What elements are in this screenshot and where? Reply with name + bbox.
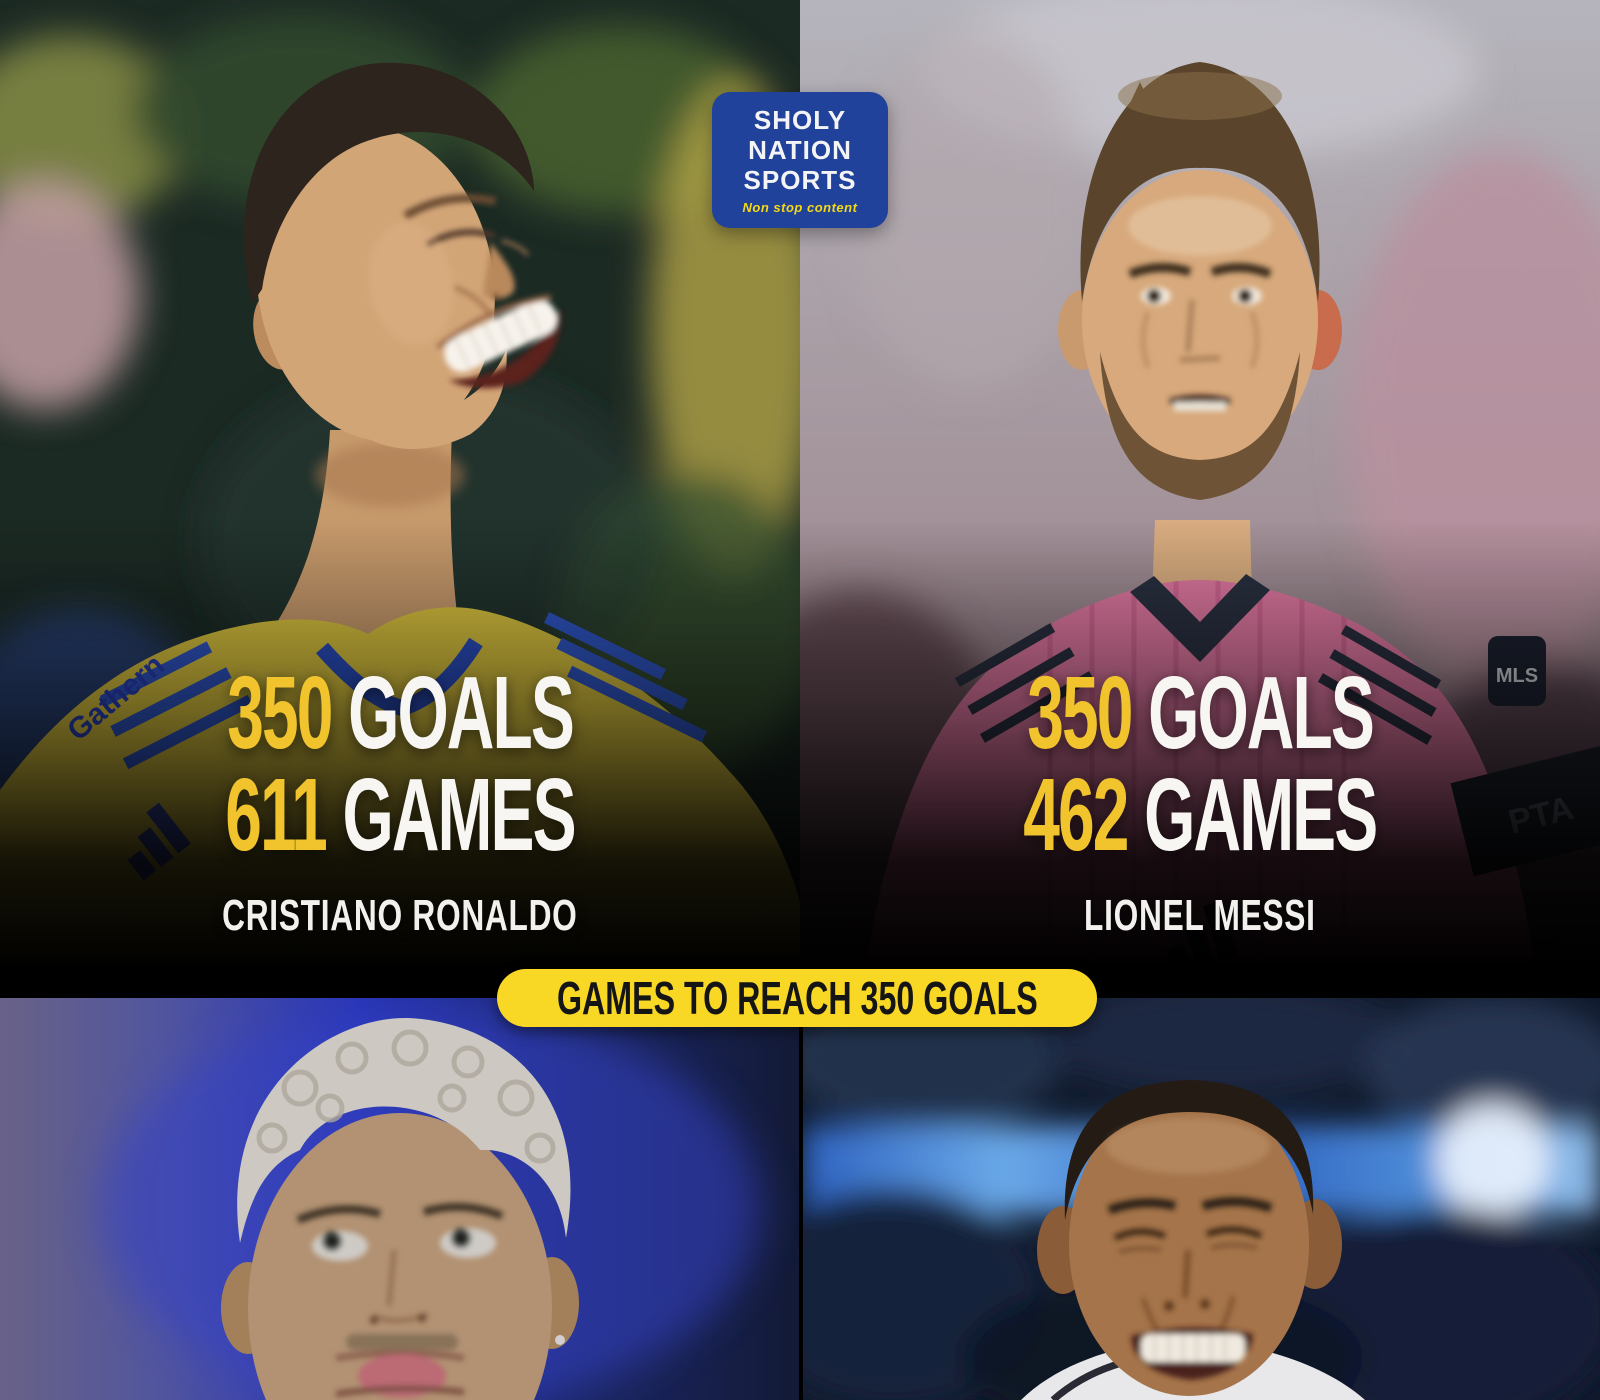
banner-label: GAMES TO REACH 350 GOALS (556, 972, 1038, 1024)
ronaldo-stats-block: 350 GOALS 611 GAMES CRISTIANO RONALDO (0, 661, 800, 940)
comparison-banner: GAMES TO REACH 350 GOALS (497, 969, 1097, 1027)
neymar-figure (221, 1017, 579, 1400)
messi-stats-block: 350 GOALS 462 GAMES LIONEL MESSI (800, 661, 1600, 940)
messi-games-value: 462 (1023, 757, 1130, 872)
photo-lionel-messi: MLS PTA (800, 0, 1600, 1000)
mbappe-photo-illustration (803, 998, 1600, 1400)
messi-goals-label: GOALS (1148, 655, 1375, 770)
neymar-face-features (296, 1202, 504, 1398)
photo-cristiano-ronaldo: Gathern (0, 0, 800, 1000)
ronaldo-goals-label: GOALS (348, 655, 575, 770)
mbappe-face-features (1106, 1118, 1273, 1380)
messi-games-line: 462 GAMES (800, 763, 1600, 866)
messi-goals-value: 350 (1027, 655, 1133, 770)
ronaldo-bottom-fade (0, 0, 800, 1000)
ronaldo-games-label: GAMES (342, 757, 577, 872)
brand-line-1: SHOLY (753, 105, 847, 135)
brand-line-3: SPORTS (743, 165, 857, 195)
messi-games-label: GAMES (1144, 757, 1378, 872)
messi-bottom-fade (800, 0, 1600, 1000)
brand-tagline: Non stop content (742, 200, 858, 215)
brand-logo: SHOLY NATION SPORTS Non stop content (712, 92, 888, 228)
photo-kylian-mbappe (803, 998, 1600, 1400)
photo-neymar (0, 998, 799, 1400)
brand-line-2: NATION (748, 135, 852, 165)
mbappe-figure (1021, 1080, 1365, 1400)
ronaldo-goals-line: 350 GOALS (0, 661, 800, 764)
neymar-hair-curls (256, 1029, 556, 1164)
ronaldo-goals-value: 350 (227, 655, 333, 770)
neymar-photo-illustration (0, 998, 799, 1400)
messi-name: LIONEL MESSI (1084, 891, 1316, 940)
messi-goals-line: 350 GOALS (800, 661, 1600, 764)
ronaldo-games-line: 611 GAMES (0, 763, 800, 866)
ronaldo-games-value: 611 (225, 757, 328, 872)
mbappe-hair (1064, 1080, 1314, 1220)
neymar-blond-hair (237, 1017, 571, 1243)
ronaldo-name: CRISTIANO RONALDO (222, 891, 578, 940)
